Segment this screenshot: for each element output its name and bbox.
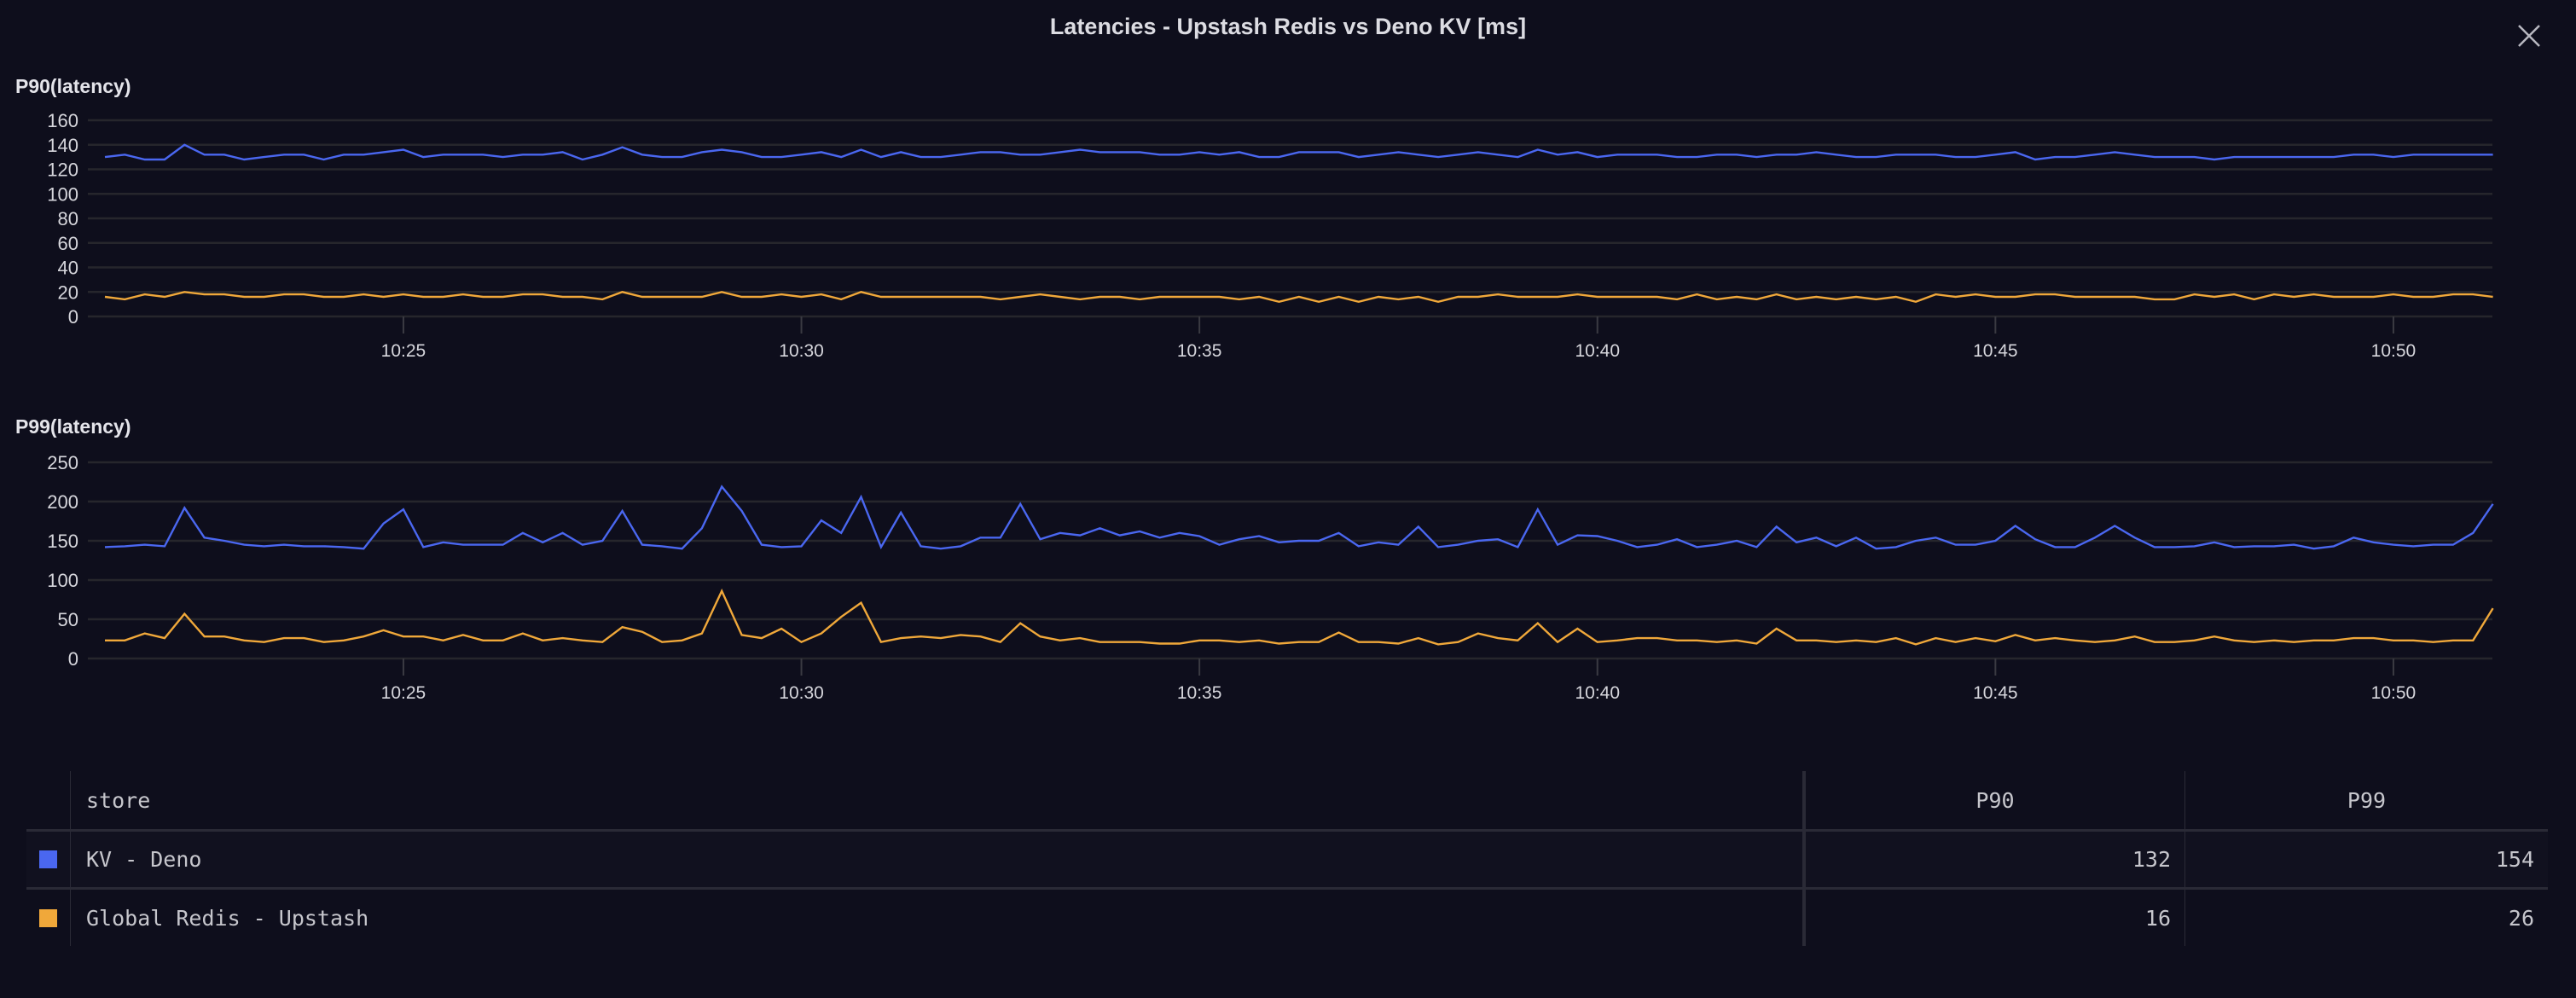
- swatch-column-header: [26, 771, 71, 829]
- series-line-kv-deno: [104, 484, 2494, 550]
- p99-chart: 0 50 100 150 200 250 10:25 10:30 10:35 10:40 10:45…: [47, 452, 2494, 703]
- y-tick-label: 100: [47, 570, 78, 591]
- y-tick-label: 160: [47, 110, 78, 131]
- p90-column-header[interactable]: P90: [1802, 771, 2184, 829]
- legend-store-name: Global Redis - Upstash: [86, 905, 369, 931]
- x-tick-label: 10:40: [1575, 341, 1620, 361]
- y-tick-label: 140: [47, 135, 78, 156]
- chart-title: Latencies - Upstash Redis vs Deno KV [ms…: [1049, 14, 1527, 39]
- x-tick-label: 10:50: [2371, 341, 2416, 361]
- y-tick-label: 250: [47, 452, 78, 473]
- legend-row-kv-deno[interactable]: KV - Deno 132 154: [26, 832, 2548, 890]
- p90-panel-title: P90(latency): [15, 75, 131, 97]
- series-line-global-redis-upstash: [104, 291, 2493, 304]
- y-tick-label: 120: [47, 160, 78, 181]
- legend-p99-value: 154: [2184, 832, 2548, 887]
- x-tick-label: 10:50: [2371, 683, 2416, 703]
- series-line-global-redis-upstash: [105, 589, 2494, 646]
- x-tick-label: 10:45: [1973, 341, 2018, 361]
- y-tick-label: 40: [58, 258, 78, 279]
- legend-p99-value: 26: [2184, 890, 2548, 946]
- legend-row-global-redis-upstash[interactable]: Global Redis - Upstash 16 26: [26, 890, 2548, 946]
- x-tick-label: 10:35: [1177, 341, 1222, 361]
- store-column-header[interactable]: store: [86, 787, 151, 813]
- close-icon[interactable]: [2516, 23, 2542, 49]
- legend-p90-value: 16: [1802, 890, 2184, 946]
- x-tick-label: 10:45: [1973, 683, 2018, 703]
- y-tick-label: 100: [47, 183, 78, 205]
- y-tick-label: 20: [58, 281, 78, 303]
- series-color-swatch: [39, 908, 57, 927]
- x-tick-label: 10:40: [1575, 683, 1620, 703]
- legend-p90-value: 132: [1802, 832, 2184, 887]
- legend-store-name: KV - Deno: [86, 847, 202, 872]
- x-tick-label: 10:30: [779, 341, 824, 361]
- x-tick-label: 10:25: [381, 683, 426, 703]
- legend-header-row: store P90 P99: [26, 771, 2548, 832]
- y-tick-label: 0: [68, 648, 78, 670]
- x-tick-label: 10:25: [381, 341, 426, 361]
- y-tick-label: 80: [58, 208, 78, 229]
- series-color-swatch: [39, 850, 57, 868]
- y-tick-label: 200: [47, 491, 78, 513]
- y-tick-label: 150: [47, 531, 78, 552]
- legend-table: store P90 P99 KV - Deno 132 154 Global R…: [26, 771, 2548, 946]
- y-tick-label: 50: [58, 609, 78, 630]
- x-tick-label: 10:35: [1177, 683, 1222, 703]
- y-tick-label: 60: [58, 233, 78, 254]
- y-tick-label: 0: [68, 306, 78, 328]
- x-tick-label: 10:30: [779, 683, 824, 703]
- series-line-kv-deno: [104, 143, 2493, 161]
- p99-panel-title: P99(latency): [15, 415, 131, 438]
- p99-column-header[interactable]: P99: [2184, 771, 2548, 829]
